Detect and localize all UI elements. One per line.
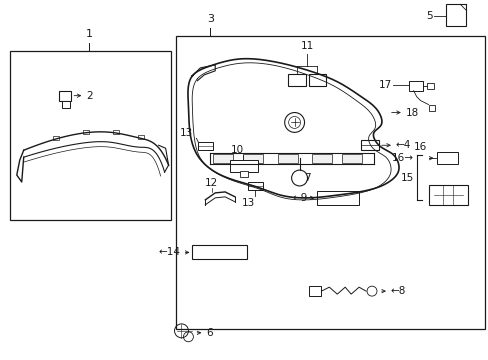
Bar <box>198 142 213 150</box>
Text: 15: 15 <box>400 173 413 183</box>
Bar <box>62 100 70 108</box>
Bar <box>213 154 233 163</box>
Text: 11: 11 <box>300 41 313 51</box>
Bar <box>83 130 89 134</box>
Text: ←4: ←4 <box>395 140 410 150</box>
Text: 17: 17 <box>378 80 391 90</box>
Bar <box>308 74 325 86</box>
Bar <box>427 185 468 205</box>
Bar <box>53 136 60 140</box>
Bar <box>317 191 358 205</box>
Text: 7: 7 <box>304 173 310 183</box>
Text: 18: 18 <box>405 108 418 117</box>
Text: 3: 3 <box>206 14 213 24</box>
Bar <box>436 152 457 164</box>
Text: 16→: 16→ <box>391 153 413 163</box>
Bar <box>240 171 247 177</box>
Bar <box>175 36 484 329</box>
Text: 10: 10 <box>230 145 243 155</box>
Bar <box>113 130 119 134</box>
Bar <box>342 154 361 163</box>
Text: ←9: ←9 <box>291 193 307 203</box>
Bar <box>426 83 433 89</box>
Bar <box>277 154 297 163</box>
Text: 16: 16 <box>412 142 426 152</box>
Bar <box>247 182 263 190</box>
Bar <box>427 105 434 111</box>
Text: 2: 2 <box>86 91 93 101</box>
Bar <box>312 154 332 163</box>
Text: 5: 5 <box>425 11 432 21</box>
Bar <box>408 81 422 91</box>
Text: 12: 12 <box>205 178 218 188</box>
Text: 1: 1 <box>85 29 93 39</box>
Bar <box>243 154 263 163</box>
Bar <box>138 135 143 139</box>
Text: 13: 13 <box>180 128 193 138</box>
Bar <box>230 160 257 172</box>
Text: ←14: ←14 <box>158 247 180 257</box>
Bar <box>309 286 321 296</box>
Bar <box>446 4 466 26</box>
Text: ←8: ←8 <box>390 286 406 296</box>
Bar <box>192 246 246 260</box>
Text: 6: 6 <box>206 328 212 338</box>
Text: 13: 13 <box>241 198 254 208</box>
Bar <box>10 51 170 220</box>
Bar <box>360 140 378 150</box>
Bar <box>60 91 71 100</box>
Bar <box>287 74 305 86</box>
